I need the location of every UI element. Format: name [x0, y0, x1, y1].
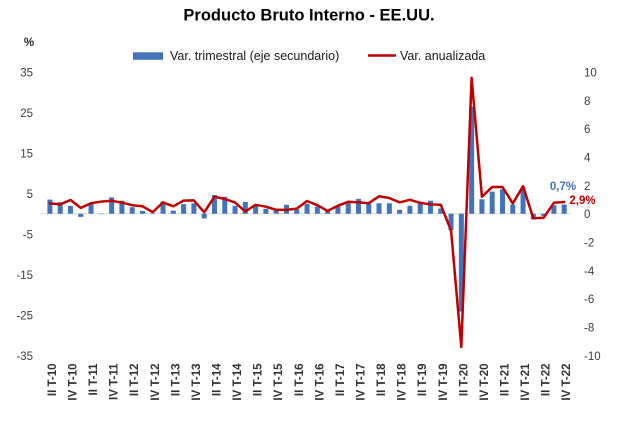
svg-text:15: 15 [20, 148, 33, 160]
svg-text:Var. anualizada: Var. anualizada [400, 49, 485, 63]
svg-text:II T-22: II T-22 [541, 364, 553, 397]
svg-text:5: 5 [27, 189, 33, 201]
svg-text:IV T-10: IV T-10 [68, 364, 80, 401]
svg-text:IV T-22: IV T-22 [561, 364, 573, 401]
svg-text:Producto Bruto Interno - EE.UU: Producto Bruto Interno - EE.UU. [183, 7, 434, 25]
svg-text:II T-16: II T-16 [294, 364, 306, 397]
svg-text:II T-19: II T-19 [417, 364, 429, 397]
svg-text:IV T-21: IV T-21 [520, 363, 532, 401]
svg-text:-15: -15 [16, 270, 33, 282]
svg-text:II T-10: II T-10 [47, 364, 59, 397]
svg-text:10: 10 [584, 67, 597, 79]
svg-text:25: 25 [20, 108, 33, 120]
svg-text:II T-21: II T-21 [500, 363, 512, 396]
svg-text:2: 2 [584, 181, 590, 193]
svg-text:IV T-12: IV T-12 [150, 364, 162, 401]
svg-text:IV T-20: IV T-20 [479, 364, 491, 401]
svg-text:IV T-15: IV T-15 [273, 363, 285, 401]
svg-text:IV T-17: IV T-17 [356, 364, 368, 401]
svg-text:8: 8 [584, 96, 590, 108]
svg-text:-10: -10 [584, 351, 601, 363]
svg-text:II T-14: II T-14 [212, 363, 224, 396]
svg-text:6: 6 [584, 124, 590, 136]
svg-text:II T-13: II T-13 [170, 364, 182, 397]
svg-text:IV T-18: IV T-18 [397, 363, 409, 401]
svg-text:II T-18: II T-18 [376, 363, 388, 396]
svg-text:4: 4 [584, 153, 591, 165]
svg-text:Var. trimestral (eje secundari: Var. trimestral (eje secundario) [170, 49, 339, 63]
svg-text:IV T-16: IV T-16 [314, 364, 326, 401]
svg-text:II T-15: II T-15 [253, 363, 265, 396]
svg-text:2,9%: 2,9% [569, 195, 595, 207]
svg-text:IV T-11: IV T-11 [109, 363, 121, 400]
svg-text:II T-11: II T-11 [88, 363, 100, 396]
svg-text:-4: -4 [584, 266, 595, 278]
svg-text:IV T-19: IV T-19 [438, 364, 450, 401]
svg-text:-6: -6 [584, 294, 594, 306]
svg-text:0,7%: 0,7% [550, 181, 576, 193]
svg-text:-8: -8 [584, 323, 594, 335]
svg-text:35: 35 [20, 67, 33, 79]
svg-text:%: % [24, 37, 34, 49]
svg-text:II T-17: II T-17 [335, 364, 347, 397]
svg-text:IV T-13: IV T-13 [191, 364, 203, 401]
svg-text:II T-12: II T-12 [129, 364, 141, 397]
svg-text:II T-20: II T-20 [458, 364, 470, 397]
svg-text:-25: -25 [16, 310, 33, 322]
svg-text:IV T-14: IV T-14 [232, 363, 244, 401]
svg-text:-35: -35 [16, 351, 33, 363]
svg-text:-5: -5 [23, 229, 33, 241]
svg-text:-2: -2 [584, 238, 594, 250]
svg-text:0: 0 [584, 209, 590, 221]
